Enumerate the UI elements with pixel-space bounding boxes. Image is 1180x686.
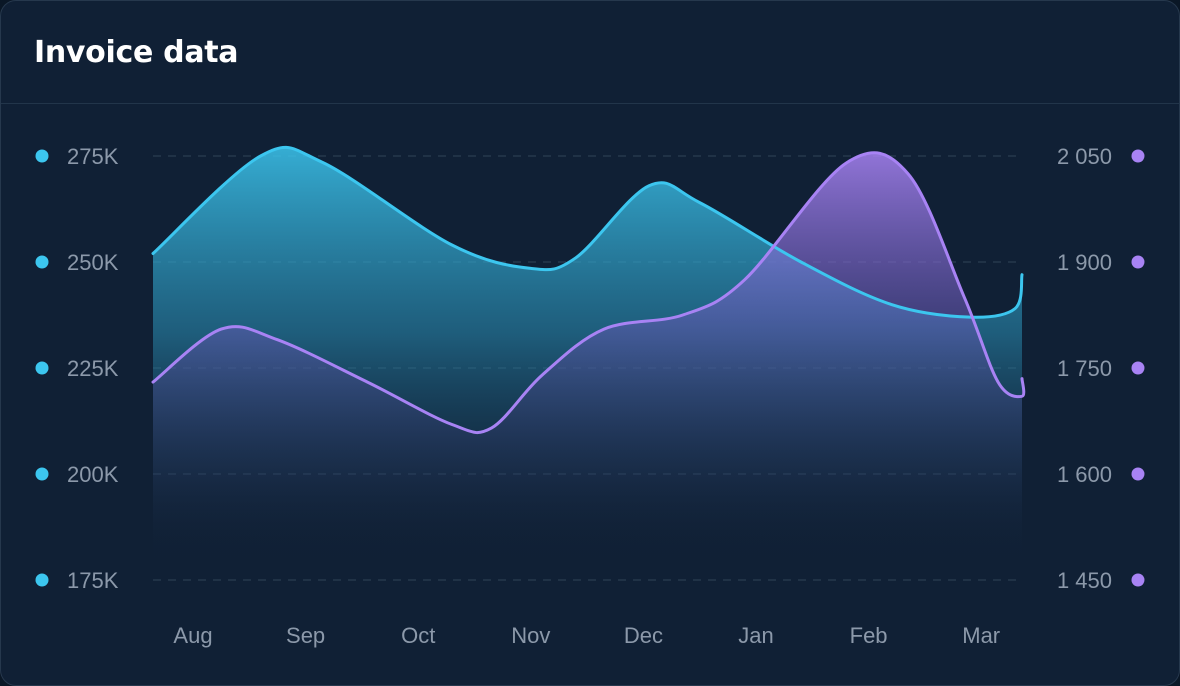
right-axis-dot [1131, 573, 1145, 587]
left-axis-dot [35, 255, 49, 269]
right-tick-label: 2 050 [1057, 144, 1112, 169]
x-tick-label: Sep [286, 623, 325, 648]
right-tick-label: 1 900 [1057, 250, 1112, 275]
left-tick-label: 175K [67, 568, 119, 593]
right-tick-label: 1 750 [1057, 356, 1112, 381]
left-axis-dot [35, 361, 49, 375]
x-axis: Aug Sep Oct Nov Dec Jan Feb Mar [173, 623, 1000, 648]
right-y-axis: 2 050 1 900 1 750 1 600 1 450 [1057, 144, 1145, 593]
series-lines [151, 146, 1026, 435]
x-tick-label: Feb [850, 623, 888, 648]
right-tick-label: 1 600 [1057, 462, 1112, 487]
left-tick-label: 225K [67, 356, 119, 381]
left-axis-dot [35, 467, 49, 481]
left-axis-dot [35, 149, 49, 163]
left-y-axis: 275K 250K 225K 200K 175K [35, 144, 119, 593]
left-tick-label: 250K [67, 250, 119, 275]
series-b-area [153, 152, 1024, 562]
card-title: Invoice data [34, 35, 239, 70]
x-tick-label: Aug [173, 623, 212, 648]
right-axis-dot [1131, 149, 1145, 163]
x-tick-label: Dec [624, 623, 663, 648]
right-axis-dot [1131, 255, 1145, 269]
header-divider [1, 103, 1179, 104]
x-tick-label: Jan [738, 623, 773, 648]
x-tick-label: Oct [401, 623, 435, 648]
series-b-line [151, 151, 1026, 435]
x-tick-label: Nov [511, 623, 550, 648]
right-axis-dot [1131, 467, 1145, 481]
series-a-line [151, 146, 1024, 319]
x-tick-label: Mar [962, 623, 1000, 648]
left-tick-label: 200K [67, 462, 119, 487]
left-tick-label: 275K [67, 144, 119, 169]
right-axis-dot [1131, 361, 1145, 375]
right-tick-label: 1 450 [1057, 568, 1112, 593]
left-axis-dot [35, 573, 49, 587]
series-areas [153, 147, 1024, 562]
